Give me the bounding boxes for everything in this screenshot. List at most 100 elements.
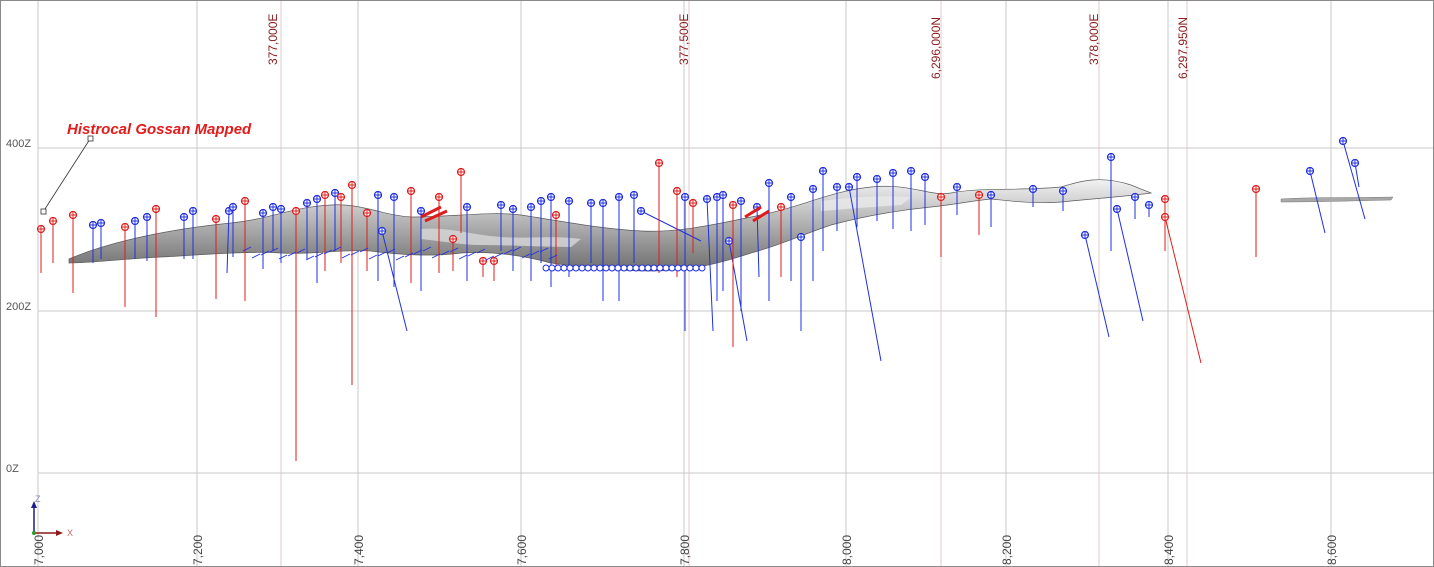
drillhole[interactable] [796, 232, 806, 332]
drillhole-collar-cross [725, 237, 733, 245]
drillhole[interactable] [920, 172, 930, 226]
drillholes-front[interactable] [36, 136, 1366, 462]
drillhole[interactable] [546, 192, 556, 288]
orebody-surface[interactable] [68, 179, 1394, 272]
drillhole[interactable] [598, 198, 608, 302]
drillhole[interactable] [179, 212, 189, 260]
drillhole[interactable] [276, 204, 286, 264]
drillhole[interactable] [68, 210, 78, 294]
drillhole[interactable] [818, 166, 828, 252]
drillhole[interactable] [680, 192, 690, 332]
drillhole[interactable] [478, 256, 488, 278]
drillhole[interactable] [330, 188, 340, 252]
drillhole[interactable] [736, 196, 746, 312]
drillhole[interactable] [636, 206, 702, 242]
drillhole[interactable] [724, 236, 748, 342]
drillhole[interactable] [347, 180, 357, 386]
drillhole[interactable] [1028, 184, 1038, 208]
drillhole[interactable] [462, 202, 472, 282]
drillhole[interactable] [986, 190, 996, 228]
drillhole[interactable] [151, 204, 161, 318]
drillhole[interactable] [291, 206, 301, 462]
drillhole[interactable] [48, 216, 58, 264]
drillhole[interactable] [88, 220, 98, 264]
intercept-tick [503, 249, 513, 255]
gossan-annotation[interactable]: Histrocal Gossan Mapped [67, 121, 252, 138]
drillhole[interactable] [551, 210, 561, 270]
drillhole[interactable] [1112, 204, 1144, 322]
drillhole[interactable] [526, 202, 536, 282]
drillhole[interactable] [120, 222, 130, 308]
drillhole[interactable] [614, 192, 624, 302]
drillhole[interactable] [844, 182, 882, 362]
drillhole[interactable] [362, 208, 372, 272]
intercept-marker [554, 264, 562, 272]
drillhole[interactable] [1251, 184, 1261, 258]
drillhole-collar-cross [1306, 167, 1314, 175]
drillhole[interactable] [406, 186, 416, 284]
drillhole[interactable] [258, 208, 268, 270]
drillhole[interactable] [268, 202, 278, 252]
intercept-tick [341, 253, 351, 259]
drillhole[interactable] [36, 224, 46, 274]
drillhole[interactable] [764, 178, 774, 302]
intercept-tick [539, 247, 549, 253]
drillhole[interactable] [1160, 194, 1170, 252]
drillhole[interactable] [1058, 186, 1068, 212]
drillhole[interactable] [952, 182, 962, 216]
drillhole[interactable] [456, 167, 466, 234]
drillhole[interactable] [906, 166, 916, 232]
drillhole[interactable] [808, 184, 818, 282]
drillhole[interactable] [702, 194, 714, 332]
drillhole[interactable] [852, 172, 862, 228]
drillhole[interactable] [1160, 212, 1202, 364]
drillhole[interactable] [211, 214, 221, 300]
drillhole[interactable] [302, 198, 312, 260]
drillhole[interactable] [718, 190, 728, 292]
drillhole[interactable] [1144, 200, 1154, 218]
drillhole[interactable] [629, 190, 639, 264]
drillhole[interactable] [142, 212, 152, 262]
drillhole[interactable] [1130, 192, 1140, 220]
drillhole[interactable] [1305, 166, 1326, 234]
drillhole[interactable] [508, 204, 518, 272]
drillhole[interactable] [130, 216, 140, 260]
drillhole[interactable] [1338, 136, 1366, 220]
drillhole-collar-cross [180, 213, 188, 221]
drillhole[interactable] [974, 190, 984, 236]
drillhole[interactable] [872, 174, 882, 222]
drillhole-trace [848, 186, 882, 362]
drillhole[interactable] [832, 182, 842, 232]
drillhole[interactable] [688, 198, 698, 254]
drillhole[interactable] [320, 190, 330, 272]
drillhole[interactable] [728, 200, 738, 348]
drillhole[interactable] [936, 192, 946, 258]
annotation-leader[interactable] [40, 135, 94, 215]
drillhole[interactable] [373, 190, 383, 282]
drillhole[interactable] [489, 256, 499, 282]
drillhole[interactable] [336, 192, 346, 264]
drillhole[interactable] [776, 202, 786, 278]
drillhole[interactable] [240, 196, 250, 302]
drillhole[interactable] [586, 198, 596, 264]
drillhole[interactable] [888, 168, 898, 230]
drillhole[interactable] [228, 202, 238, 258]
drillhole[interactable] [312, 194, 322, 284]
intercept-tick [332, 246, 342, 252]
drillhole[interactable] [1106, 152, 1116, 252]
drillhole[interactable] [786, 192, 796, 282]
drillhole[interactable] [564, 196, 574, 278]
drillhole[interactable] [96, 218, 106, 260]
drillhole[interactable] [536, 196, 546, 264]
drillhole[interactable] [1080, 230, 1110, 338]
drillhole[interactable] [188, 206, 198, 260]
drillhole[interactable] [496, 200, 506, 252]
drillhole[interactable] [1350, 158, 1360, 188]
drillhole[interactable] [448, 234, 458, 272]
drillhole[interactable] [712, 192, 722, 302]
drillhole[interactable] [389, 192, 399, 288]
drillhole[interactable] [654, 158, 664, 274]
drillhole[interactable] [672, 186, 682, 278]
